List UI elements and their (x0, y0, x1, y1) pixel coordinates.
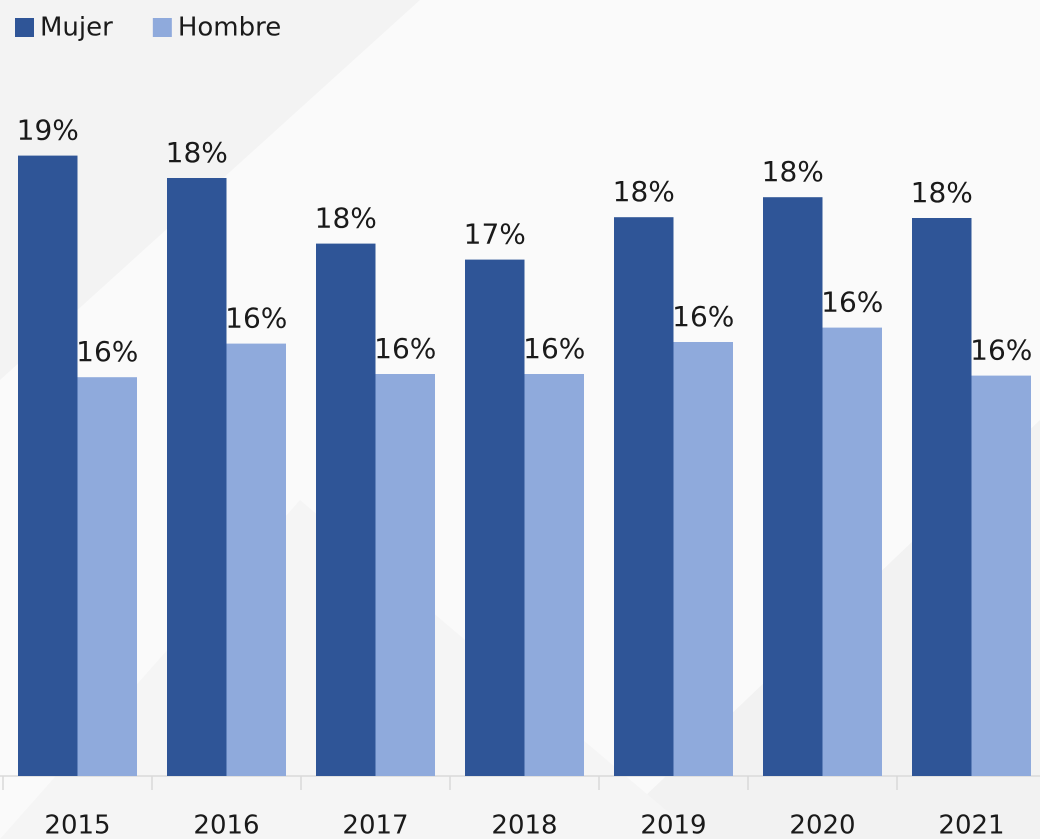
x-tick-label: 2021 (938, 811, 1004, 839)
value-label: 18% (762, 155, 824, 188)
value-label: 16% (76, 335, 138, 368)
bar (167, 178, 227, 776)
bar (673, 342, 733, 776)
value-label: 19% (17, 114, 79, 147)
x-tick-label: 2015 (44, 811, 110, 839)
legend-label: Mujer (40, 13, 113, 43)
value-label: 16% (821, 286, 883, 319)
value-label: 18% (613, 175, 675, 208)
value-label: 17% (464, 218, 526, 251)
x-tick-label: 2018 (491, 811, 557, 839)
bar (316, 243, 376, 777)
x-tick-label: 2016 (193, 811, 259, 839)
legend-swatch (15, 18, 34, 37)
value-label: 16% (225, 302, 287, 335)
bar (375, 374, 435, 776)
legend-label: Hombre (178, 13, 281, 43)
bar (912, 218, 972, 776)
bar (226, 343, 286, 776)
bar (971, 375, 1031, 776)
x-tick-label: 2019 (640, 811, 706, 839)
value-label: 18% (315, 202, 377, 235)
bar (524, 374, 584, 776)
value-label: 16% (970, 334, 1032, 367)
bar (77, 377, 137, 776)
bar (763, 197, 823, 776)
value-label: 18% (911, 176, 973, 209)
legend-swatch (152, 18, 172, 37)
x-tick-label: 2020 (789, 811, 855, 839)
value-label: 16% (374, 332, 436, 365)
bar (614, 217, 674, 776)
bar (822, 327, 882, 776)
bar (18, 155, 78, 777)
value-label: 16% (523, 332, 585, 365)
bar (465, 259, 525, 777)
value-label: 16% (672, 300, 734, 333)
value-label: 18% (166, 136, 228, 169)
x-tick-label: 2017 (342, 811, 408, 839)
